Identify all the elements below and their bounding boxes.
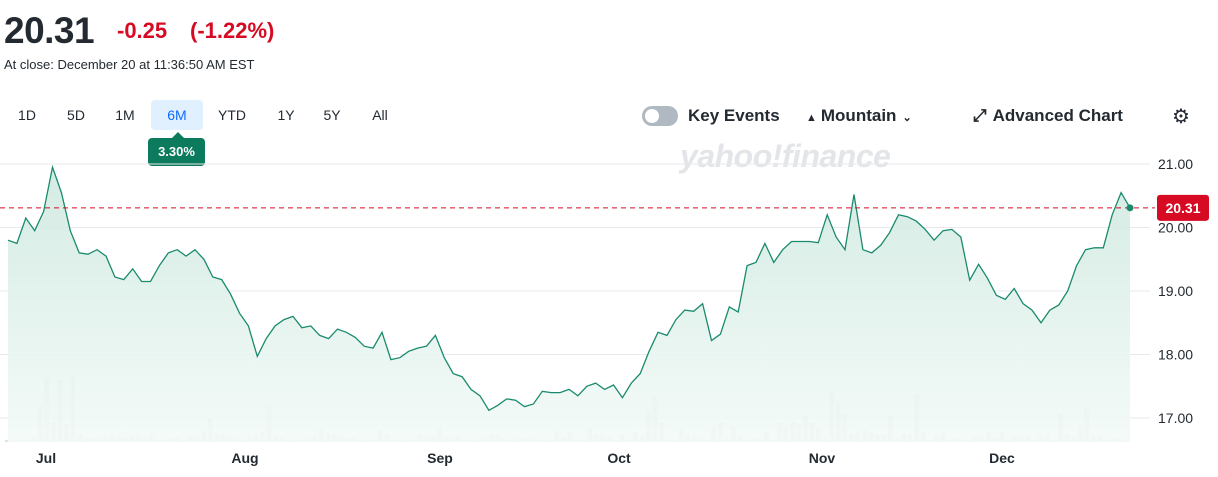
expand-arrows-icon: ⤢ [973, 106, 987, 125]
range-6m-button[interactable]: 6M [151, 100, 203, 130]
mountain-icon: ▲ [806, 112, 817, 124]
x-tick-label: Aug [231, 450, 258, 466]
close-timestamp: At close: December 20 at 11:36:50 AM EST [4, 57, 255, 72]
range-ytd-button[interactable]: YTD [218, 107, 246, 123]
chevron-down-icon: ⌄ [902, 112, 912, 124]
last-price-tag-label: 20.31 [1165, 200, 1200, 216]
price-line [7, 164, 1131, 412]
chart-type-label: Mountain [820, 106, 897, 125]
price-change-percent: (-1.22%) [190, 18, 275, 43]
range-1y-button[interactable]: 1Y [277, 107, 295, 123]
x-tick-label: Oct [607, 450, 631, 466]
y-tick-label: 19.00 [1158, 283, 1193, 299]
range-performance-badge: 3.30% [148, 132, 205, 166]
last-price-marker [1126, 204, 1134, 212]
range-5d-button[interactable]: 5D [67, 107, 85, 123]
y-tick-label: 20.00 [1158, 220, 1193, 236]
x-tick-label: Dec [989, 450, 1015, 466]
range-all-button[interactable]: All [372, 107, 388, 123]
key-events-label[interactable]: Key Events [688, 106, 780, 125]
toggle-knob [645, 109, 659, 123]
chart-type-dropdown[interactable]: ▲ Mountain ⌄ [806, 106, 912, 126]
advanced-chart-button[interactable]: ⤢ Advanced Chart [973, 106, 1123, 126]
toggle-switch-icon[interactable] [642, 106, 678, 126]
volume-bar [5, 440, 10, 442]
range-1d-button[interactable]: 1D [18, 107, 36, 123]
price-change: -0.25 [117, 18, 168, 43]
y-tick-label: 18.00 [1158, 347, 1193, 363]
x-tick-label: Nov [809, 450, 836, 466]
x-tick-label: Jul [36, 450, 56, 466]
y-tick-label: 21.00 [1158, 156, 1193, 172]
last-price: 20.31 [4, 10, 95, 51]
yahoo-finance-watermark: yahoo!finance [680, 138, 891, 174]
range-1m-button[interactable]: 1M [115, 107, 135, 123]
advanced-chart-label: Advanced Chart [992, 106, 1123, 125]
price-area [8, 167, 1130, 442]
last-price-tag [1157, 194, 1209, 221]
gear-icon[interactable]: ⚙ [1172, 106, 1190, 128]
range-5y-button[interactable]: 5Y [323, 107, 341, 123]
x-tick-label: Sep [427, 450, 453, 466]
y-tick-label: 17.00 [1158, 410, 1193, 426]
